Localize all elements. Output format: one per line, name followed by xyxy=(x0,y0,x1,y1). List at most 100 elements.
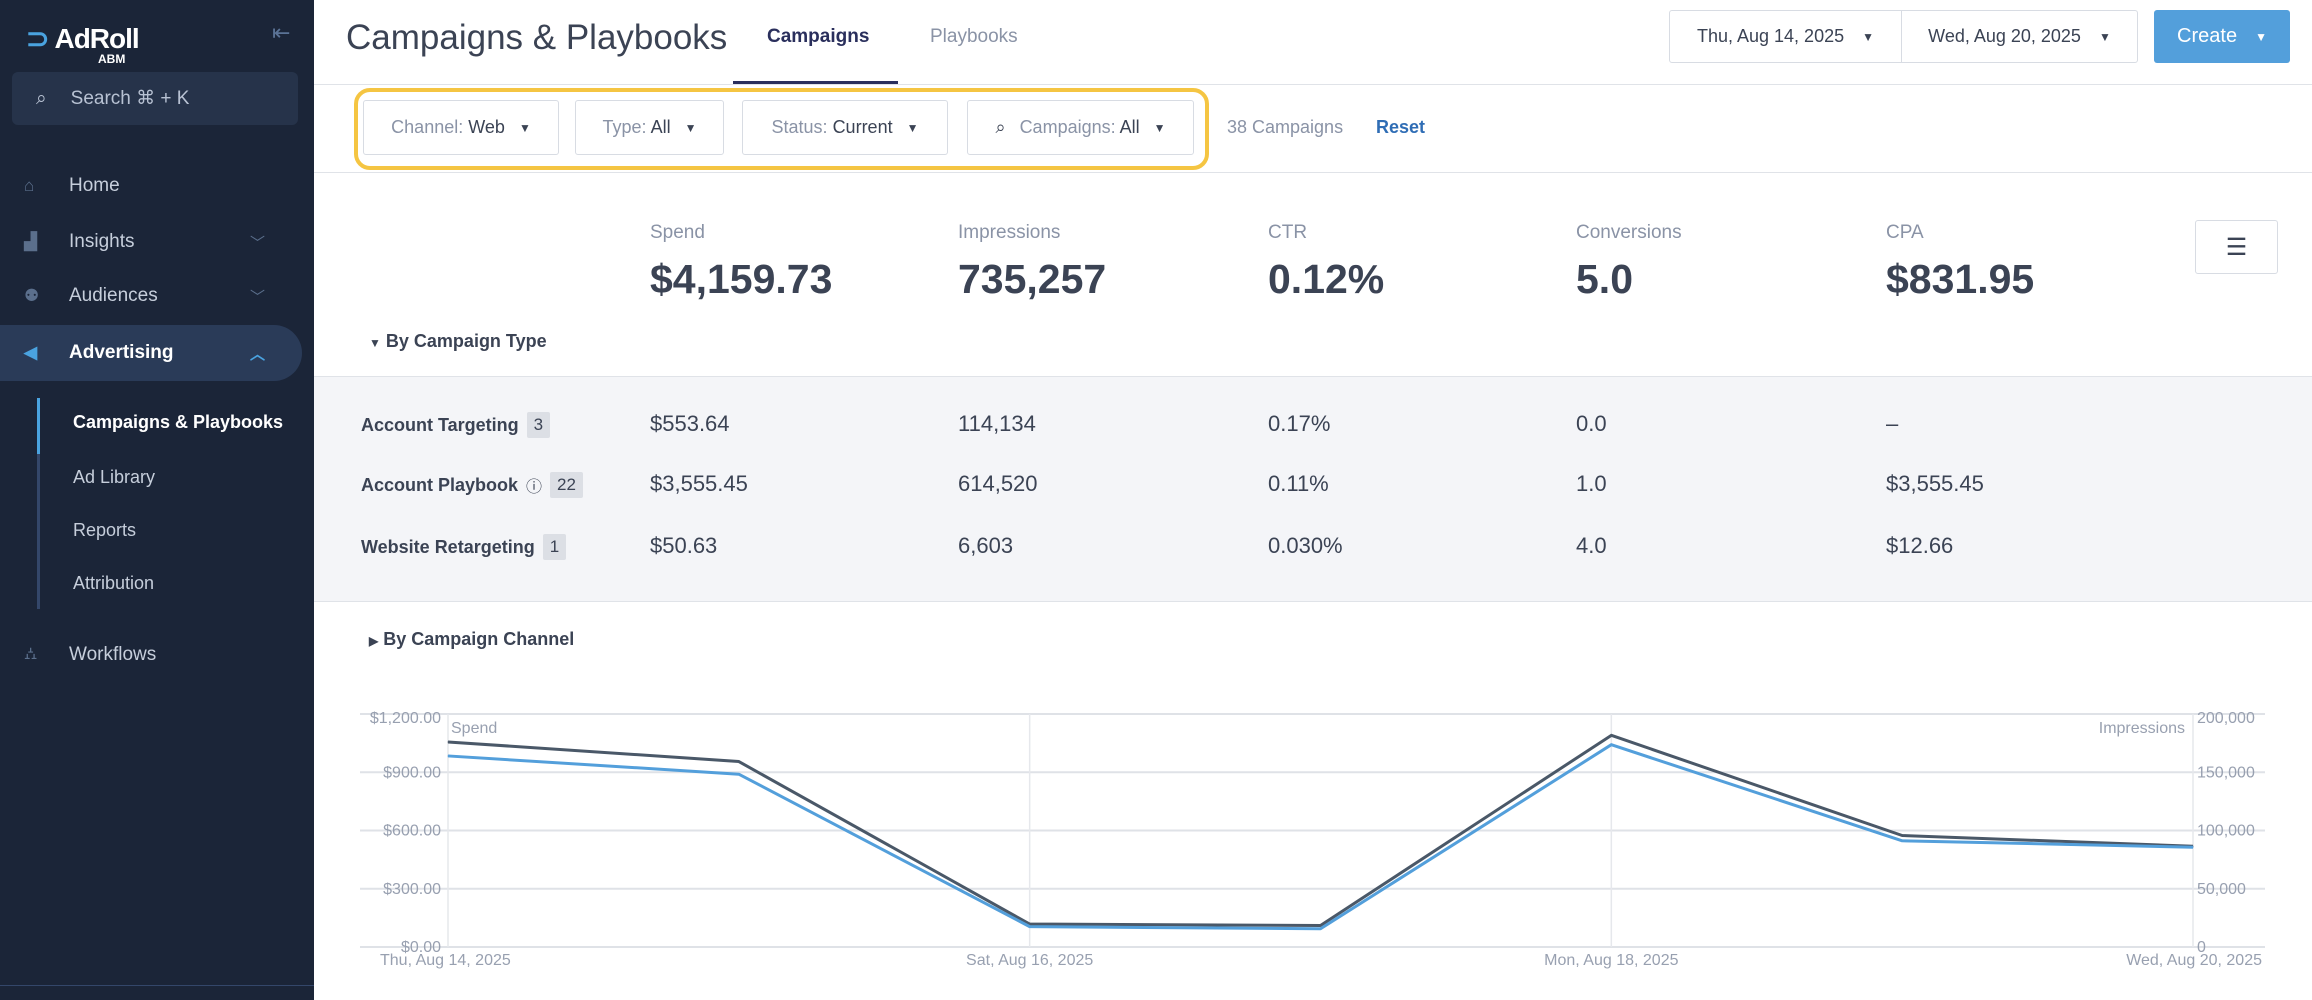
caret-down-icon: ▼ xyxy=(2255,29,2267,44)
cell-impressions: 6,603 xyxy=(958,533,1014,558)
count-badge: 3 xyxy=(526,412,551,438)
data-point-impressions xyxy=(1901,835,1903,837)
sidebar-item-workflows[interactable]: ⛼ Workflows xyxy=(0,627,302,683)
column-settings-button[interactable]: ☰ xyxy=(2195,220,2278,274)
data-point-spend xyxy=(447,755,449,757)
cell-cpa: $12.66 xyxy=(1886,533,1954,558)
workflow-icon: ⛼ xyxy=(24,644,38,663)
y-tick-right: 150,000 xyxy=(2197,764,2255,781)
metric-value-impressions: 735,257 xyxy=(958,256,1107,302)
info-icon[interactable]: ⓘ xyxy=(526,479,543,496)
campaign-type-name: Website Retargeting xyxy=(361,536,535,557)
active-tab-indicator xyxy=(733,81,898,84)
data-point-impressions xyxy=(447,741,449,743)
count-badge: 1 xyxy=(542,534,567,560)
create-button[interactable]: Create ▼ xyxy=(2154,10,2290,63)
data-point-impressions xyxy=(738,761,740,763)
collapse-sidebar-icon[interactable]: ⇤ xyxy=(272,20,291,45)
sidebar-item-audiences[interactable]: ⚉ Audiences ﹀ xyxy=(0,268,302,324)
metric-value-spend: $4,159.73 xyxy=(650,256,833,302)
campaign-count: 38 Campaigns xyxy=(1227,117,1344,137)
cell-conversions: 0.0 xyxy=(1576,411,1607,436)
caret-down-icon: ▼ xyxy=(518,120,531,135)
nav-label: Home xyxy=(69,175,120,196)
end-date-dropdown[interactable]: Wed, Aug 20, 2025 ▼ xyxy=(1902,11,2137,62)
cell-conversions: 4.0 xyxy=(1576,533,1607,558)
caret-down-icon: ▼ xyxy=(906,120,919,135)
nav-label: Workflows xyxy=(69,644,157,665)
search-input[interactable]: ⌕ Search ⌘ + K xyxy=(12,72,298,125)
metric-value-cpa: $831.95 xyxy=(1886,256,2035,302)
start-date-dropdown[interactable]: Thu, Aug 14, 2025 ▼ xyxy=(1670,11,1902,62)
tab-playbooks[interactable]: Playbooks xyxy=(930,26,1018,47)
sidebar-item-advertising[interactable]: ◀ Advertising ︿ xyxy=(0,325,302,381)
status-filter[interactable]: Status: Current ▼ xyxy=(742,100,948,155)
filter-label: Type: xyxy=(602,117,647,137)
sidebar-item-insights[interactable]: ▟ Insights ﹀ xyxy=(0,214,302,270)
search-icon: ⌕ xyxy=(36,87,47,109)
chevron-down-icon: ﹀ xyxy=(250,288,266,306)
y-tick-right: 0 xyxy=(2197,939,2206,956)
data-point-spend xyxy=(1610,744,1612,746)
sidebar-item-home[interactable]: ⌂ Home xyxy=(0,158,302,214)
section-title: By Campaign Type xyxy=(385,331,547,351)
cell-impressions: 614,520 xyxy=(958,471,1038,496)
nav-label: Audiences xyxy=(69,285,158,306)
row-label[interactable]: Account Targeting 3 xyxy=(361,412,551,438)
y-tick-left: $600.00 xyxy=(383,823,441,840)
cell-conversions: 1.0 xyxy=(1576,471,1607,496)
sidebar-subitem-ad-library[interactable]: Ad Library xyxy=(73,467,156,487)
divider xyxy=(0,985,314,986)
x-tick: Mon, Aug 18, 2025 xyxy=(1544,952,1678,969)
cell-ctr: 0.11% xyxy=(1268,471,1329,496)
filter-value: All xyxy=(650,117,671,137)
channel-filter[interactable]: Channel: Web ▼ xyxy=(363,100,559,155)
x-tick: Wed, Aug 20, 2025 xyxy=(2126,952,2262,969)
type-filter[interactable]: Type: All ▼ xyxy=(575,100,724,155)
people-icon: ⚉ xyxy=(24,286,40,305)
caret-right-icon: ▶ xyxy=(369,634,379,648)
count-badge: 22 xyxy=(550,472,583,498)
filter-value: Web xyxy=(468,117,505,137)
filter-value: Current xyxy=(832,117,893,137)
metric-label-conversions: Conversions xyxy=(1576,222,1682,243)
tab-campaigns[interactable]: Campaigns xyxy=(767,26,870,47)
logo-text: AdRoll xyxy=(54,23,139,54)
cell-spend: $50.63 xyxy=(650,533,718,558)
metric-value-conversions: 5.0 xyxy=(1576,256,1633,302)
filter-label: Status: xyxy=(771,117,828,137)
chevron-up-icon: ︿ xyxy=(250,345,266,363)
chevron-down-icon: ﹀ xyxy=(250,234,266,252)
chart-icon: ▟ xyxy=(24,232,38,251)
adroll-logo[interactable]: ⊃ AdRoll ABM xyxy=(26,23,140,66)
row-label[interactable]: Website Retargeting 1 xyxy=(361,534,567,560)
filter-label: Channel: xyxy=(391,117,464,137)
data-point-spend xyxy=(1029,926,1031,928)
y-tick-left: $0.00 xyxy=(401,939,441,956)
caret-down-icon: ▼ xyxy=(2098,29,2111,44)
campaigns-filter[interactable]: ⌕ Campaigns: All ▼ xyxy=(967,100,1194,155)
caret-down-icon: ▼ xyxy=(1862,29,1874,44)
row-label[interactable]: Account Playbook ⓘ 22 xyxy=(361,472,583,498)
cell-spend: $3,555.45 xyxy=(650,471,748,496)
sidebar-subitem-reports[interactable]: Reports xyxy=(73,520,137,540)
sidebar-subitem-attribution[interactable]: Attribution xyxy=(73,573,155,593)
sidebar-subitem-campaigns-playbooks[interactable]: Campaigns & Playbooks xyxy=(73,412,284,432)
y-tick-left: $1,200.00 xyxy=(370,710,441,727)
data-point-spend xyxy=(2192,846,2194,848)
start-date: Thu, Aug 14, 2025 xyxy=(1696,26,1845,46)
home-icon: ⌂ xyxy=(24,176,35,195)
reset-link[interactable]: Reset xyxy=(1376,117,1426,137)
by-campaign-channel-toggle[interactable]: ▶ By Campaign Channel xyxy=(369,629,574,650)
filters-highlight xyxy=(354,88,1209,170)
data-point-impressions xyxy=(1320,924,1321,926)
sliders-icon: ☰ xyxy=(2225,233,2248,261)
metric-label-impressions: Impressions xyxy=(958,222,1061,243)
nav-label: Advertising xyxy=(69,342,174,363)
y-tick-right: 200,000 xyxy=(2197,710,2255,727)
by-campaign-type-toggle[interactable]: ▼ By Campaign Type xyxy=(369,331,547,352)
cell-ctr: 0.17% xyxy=(1268,411,1331,436)
filter-label: Campaigns: xyxy=(1019,117,1116,137)
metric-label-cpa: CPA xyxy=(1886,222,1924,243)
cell-ctr: 0.030% xyxy=(1268,533,1343,558)
